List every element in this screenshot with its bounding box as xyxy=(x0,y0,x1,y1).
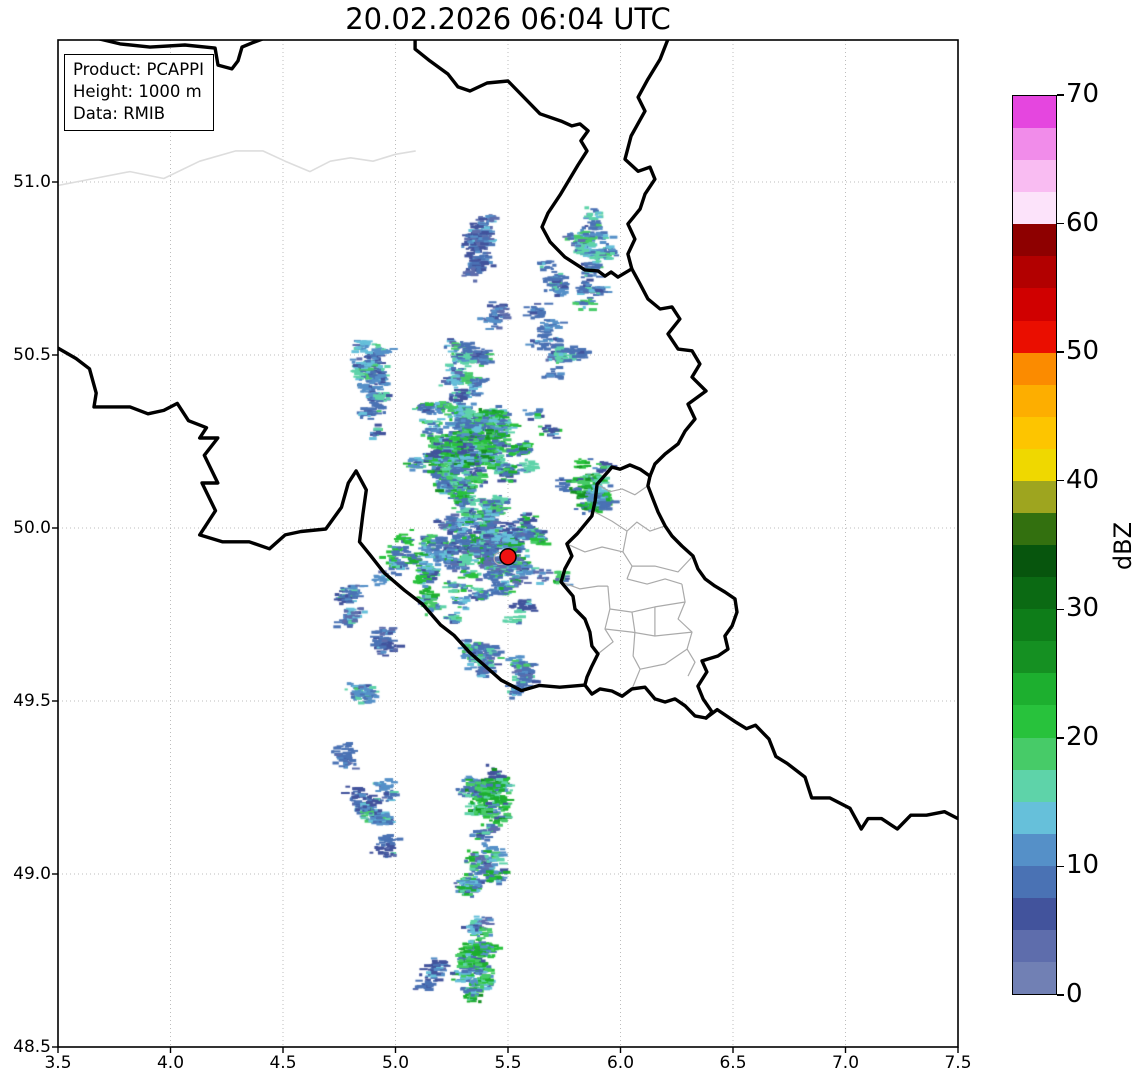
colorbar-segment xyxy=(1013,577,1056,610)
colorbar-tick-label: 10 xyxy=(1066,850,1100,881)
colorbar-tick-mark xyxy=(1057,994,1064,996)
colorbar-tick-mark xyxy=(1057,608,1064,611)
colorbar-segment xyxy=(1013,288,1056,321)
colorbar-segment xyxy=(1013,769,1056,802)
colorbar-segment xyxy=(1013,962,1056,995)
plot-title: 20.02.2026 06:04 UTC xyxy=(345,2,671,36)
x-tick-label: 6.0 xyxy=(606,1053,635,1073)
colorbar-tick-label: 60 xyxy=(1066,207,1100,238)
colorbar-segment xyxy=(1013,352,1056,385)
x-tick-label: 4.0 xyxy=(156,1053,185,1073)
colorbar-segment xyxy=(1013,833,1056,866)
colorbar-segment xyxy=(1013,609,1056,642)
colorbar-segment xyxy=(1013,128,1056,161)
y-tick-label: 48.5 xyxy=(13,1037,51,1057)
colorbar-tick-label: 30 xyxy=(1066,593,1100,624)
colorbar-tick-mark xyxy=(1057,737,1064,739)
colorbar-tick-mark xyxy=(1057,94,1064,96)
colorbar-tick-mark xyxy=(1057,479,1064,482)
y-tick-label: 51.0 xyxy=(13,172,51,192)
colorbar-segment xyxy=(1013,256,1056,289)
y-tick-label: 50.5 xyxy=(13,345,51,365)
data-source-line: Data: RMIB xyxy=(73,103,166,123)
colorbar-segment xyxy=(1013,384,1056,417)
colorbar-segment xyxy=(1013,192,1056,225)
y-tick-label: 49.0 xyxy=(13,864,51,884)
colorbar-segment xyxy=(1013,545,1056,578)
colorbar-tick-label: 50 xyxy=(1066,336,1100,367)
colorbar-tick-mark xyxy=(1057,865,1064,868)
colorbar-segment xyxy=(1013,448,1056,481)
colorbar-tick-label: 70 xyxy=(1066,79,1100,109)
x-tick-label: 5.5 xyxy=(494,1053,522,1073)
x-tick-label: 7.5 xyxy=(944,1053,972,1073)
product-line: Product: PCAPPI xyxy=(73,60,204,79)
colorbar-segment xyxy=(1013,865,1056,898)
y-tick-label: 50.0 xyxy=(13,518,51,538)
colorbar-segment xyxy=(1013,737,1056,770)
x-tick-label: 3.5 xyxy=(44,1053,72,1073)
y-tick-label: 49.5 xyxy=(13,691,51,711)
radar-echo-layer xyxy=(58,40,958,1047)
colorbar-segment xyxy=(1013,801,1056,834)
colorbar-segment xyxy=(1013,224,1056,257)
colorbar-segment xyxy=(1013,96,1056,129)
colorbar-tick-label: 20 xyxy=(1066,721,1100,752)
colorbar-segment xyxy=(1013,320,1056,353)
x-tick-label: 5.0 xyxy=(381,1053,410,1073)
height-line: Height: 1000 m xyxy=(73,81,202,101)
colorbar-segment xyxy=(1013,930,1056,963)
product-info-box: Product: PCAPPI Height: 1000 m Data: RMI… xyxy=(64,54,214,131)
colorbar-tick-label: 0 xyxy=(1066,979,1083,1009)
colorbar-segment xyxy=(1013,673,1056,706)
colorbar-segment xyxy=(1013,513,1056,546)
x-tick-label: 6.5 xyxy=(719,1053,747,1073)
x-tick-label: 4.5 xyxy=(269,1053,297,1073)
colorbar-tick-label: 40 xyxy=(1066,464,1100,495)
colorbar-tick-mark xyxy=(1057,351,1064,353)
x-tick-label: 7.0 xyxy=(831,1053,860,1073)
colorbar-axis-label: dBZ xyxy=(1109,521,1137,571)
colorbar-segment xyxy=(1013,160,1056,193)
colorbar-segment xyxy=(1013,897,1056,931)
colorbar-segment xyxy=(1013,641,1056,674)
colorbar xyxy=(1012,95,1057,995)
colorbar-segment xyxy=(1013,705,1056,738)
colorbar-segment xyxy=(1013,416,1056,449)
colorbar-tick-mark xyxy=(1057,222,1064,225)
colorbar-segment xyxy=(1013,480,1056,514)
